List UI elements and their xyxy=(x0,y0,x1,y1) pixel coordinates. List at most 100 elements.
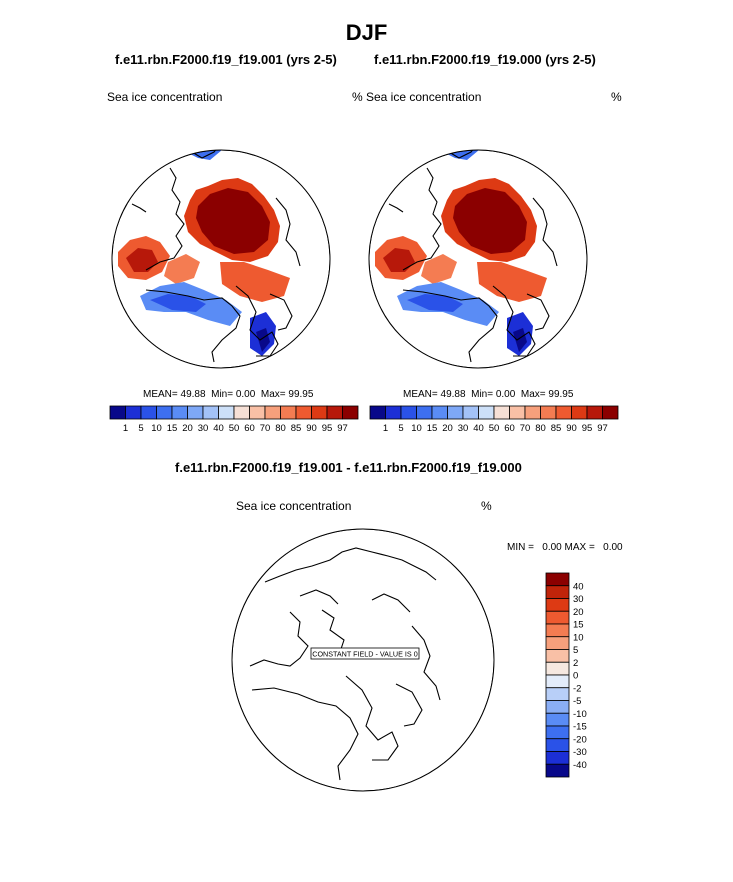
left-colorbar-box-15 xyxy=(342,405,359,420)
diff-colorbar-box-4 xyxy=(545,623,570,638)
left-colorbar-box-10 xyxy=(264,405,281,420)
right-colorbar-box-13 xyxy=(571,405,588,420)
left-max-label: Max= xyxy=(260,389,286,400)
left-max-value: 99.95 xyxy=(288,389,314,400)
right-map-border xyxy=(368,149,588,369)
right-colorbar-box-9 xyxy=(509,405,526,420)
left-colorbar-label-13: 95 xyxy=(322,423,333,434)
right-max-label: Max= xyxy=(520,389,546,400)
page-title: DJF xyxy=(345,20,388,45)
right-colorbar-label-14: 97 xyxy=(597,423,608,434)
right-colorbar-box-7 xyxy=(478,405,495,420)
diff-colorbar-box-8 xyxy=(545,674,570,689)
left-colorbar-box-8 xyxy=(233,405,250,420)
right-colorbar-label-1: 5 xyxy=(398,423,403,434)
right-colorbar-box-8 xyxy=(493,405,510,420)
left-colorbar-box-11 xyxy=(280,405,297,420)
constant-field-box xyxy=(310,647,420,660)
left-colorbar-label-11: 85 xyxy=(291,423,302,434)
left-min-value: 0.00 xyxy=(235,389,256,400)
right-ice-field xyxy=(375,150,569,356)
right-colorbar-label-0: 1 xyxy=(383,423,388,434)
diff-units-label: % xyxy=(481,499,492,513)
left-colorbar-box-4 xyxy=(171,405,188,420)
right-units-label: % xyxy=(611,90,622,104)
diff-colorbar-box-13 xyxy=(545,738,570,752)
diff-colorbar-label-2: 20 xyxy=(573,607,584,618)
left-variable-label: Sea ice concentration xyxy=(107,90,223,104)
right-colorbar-box-6 xyxy=(462,405,479,420)
left-ice-field xyxy=(118,150,312,356)
diff-colorbar-label-13: -30 xyxy=(573,747,587,758)
diff-colorbar-box-7 xyxy=(545,661,570,676)
left-colorbar-box-7 xyxy=(218,405,235,420)
diff-colorbar-label-11: -15 xyxy=(573,722,587,733)
left-colorbar-label-2: 10 xyxy=(151,423,162,434)
left-colorbar-label-3: 15 xyxy=(167,423,178,434)
diff-colorbar-box-0 xyxy=(545,572,570,587)
diff-colorbar-label-8: -2 xyxy=(573,683,581,694)
left-min-label: Min= xyxy=(211,389,234,400)
right-min-label: Min= xyxy=(471,389,494,400)
left-colorbar-label-9: 70 xyxy=(260,423,271,434)
diff-colorbar-box-9 xyxy=(545,687,570,701)
right-colorbar-label-11: 85 xyxy=(551,423,562,434)
diff-colorbar-label-6: 2 xyxy=(573,658,578,669)
left-map-border xyxy=(111,149,331,369)
left-colorbar-box-9 xyxy=(249,405,266,420)
diff-colorbar-label-7: 0 xyxy=(573,671,578,682)
left-colorbar-box-3 xyxy=(156,405,173,420)
diff-variable-label: Sea ice concentration xyxy=(236,499,352,513)
left-stats: MEAN= 49.88 Min= 0.00 Max= 99.95 xyxy=(143,389,313,400)
diff-colorbar-box-6 xyxy=(545,649,570,663)
diff-colorbar-box-15 xyxy=(545,763,570,778)
left-colorbar-box-12 xyxy=(295,405,312,420)
left-map xyxy=(112,150,330,368)
right-colorbar-box-10 xyxy=(524,405,541,420)
diff-colorbar-box-11 xyxy=(545,712,570,727)
diff-colorbar-box-12 xyxy=(545,725,570,740)
right-colorbar-label-4: 20 xyxy=(442,423,453,434)
right-colorbar: 1 5 10 15 20 30 40 50 60 70 80 85 90 95 97 xyxy=(369,405,619,434)
diff-stats: MIN = 0.00 MAX = 0.00 xyxy=(507,542,623,553)
left-colorbar-box-0 xyxy=(109,405,126,420)
right-variable-label: Sea ice concentration xyxy=(366,90,482,104)
left-colorbar-box-1 xyxy=(125,405,142,420)
constant-field-label: CONSTANT FIELD - VALUE IS 0 xyxy=(312,650,417,659)
diff-colorbar-box-2 xyxy=(545,598,570,612)
left-units-label: % xyxy=(352,90,363,104)
left-colorbar-label-12: 90 xyxy=(306,423,317,434)
right-colorbar-label-10: 80 xyxy=(535,423,546,434)
diff-colorbar-label-3: 15 xyxy=(573,620,584,631)
diff-colorbar-box-5 xyxy=(545,636,570,650)
left-colorbar-label-1: 5 xyxy=(138,423,143,434)
right-stats: MEAN= 49.88 Min= 0.00 Max= 99.95 xyxy=(403,389,573,400)
right-min-value: 0.00 xyxy=(495,389,516,400)
diff-colorbar-box-14 xyxy=(545,751,570,765)
left-panel-title: f.e11.rbn.F2000.f19_f19.001 (yrs 2-5) xyxy=(115,52,337,67)
right-panel-title: f.e11.rbn.F2000.f19_f19.000 (yrs 2-5) xyxy=(374,52,596,67)
right-colorbar-label-2: 10 xyxy=(411,423,422,434)
diff-colorbar-label-0: 40 xyxy=(573,581,584,592)
left-colorbar-label-10: 80 xyxy=(275,423,286,434)
right-colorbar-box-3 xyxy=(416,405,433,420)
left-colorbar-box-6 xyxy=(202,405,219,420)
left-colorbar-label-4: 20 xyxy=(182,423,193,434)
right-colorbar-label-8: 60 xyxy=(504,423,515,434)
right-colorbar-box-12 xyxy=(555,405,572,420)
right-colorbar-label-12: 90 xyxy=(566,423,577,434)
right-colorbar-label-9: 70 xyxy=(520,423,531,434)
right-mean-value: 49.88 xyxy=(440,389,466,400)
right-mean-label: MEAN= xyxy=(403,389,438,400)
right-colorbar-label-6: 40 xyxy=(473,423,484,434)
right-colorbar-box-15 xyxy=(602,405,619,420)
right-colorbar-label-3: 15 xyxy=(427,423,438,434)
diff-colorbar-label-1: 30 xyxy=(573,594,584,605)
right-colorbar-box-11 xyxy=(540,405,557,420)
right-coastlines xyxy=(388,150,558,363)
left-colorbar-label-7: 50 xyxy=(229,423,240,434)
right-colorbar-label-7: 50 xyxy=(489,423,500,434)
right-colorbar-box-4 xyxy=(431,405,448,420)
left-colorbar-label-6: 40 xyxy=(213,423,224,434)
left-colorbar-box-2 xyxy=(140,405,157,420)
